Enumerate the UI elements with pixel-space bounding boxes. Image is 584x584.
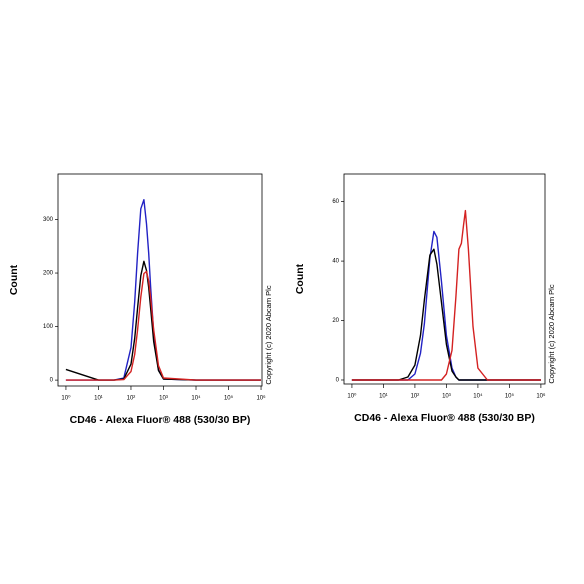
plot-frame — [343, 173, 546, 385]
plot-frame — [57, 173, 263, 387]
x-tick-label: 10⁶ — [256, 395, 266, 402]
y-tick-label: 200 — [43, 271, 54, 277]
chart: 0 100 200 300 10⁰ 10¹ 10² 10³ 10⁴ 10⁵ 10⁶ CD46 - Al… — [8, 173, 273, 426]
histogram-line — [65, 260, 261, 381]
x-tick-label: 10⁴ — [473, 393, 483, 400]
histogram-line — [351, 230, 541, 381]
x-tick-label: 10² — [411, 394, 420, 400]
histogram-line — [65, 270, 261, 381]
y-tick-label: 60 — [332, 199, 339, 205]
x-tick-label: 10² — [127, 396, 136, 402]
histogram-line — [65, 199, 261, 381]
x-tick-label: 10⁴ — [191, 395, 201, 402]
x-tick-label: 10¹ — [379, 394, 388, 400]
x-tick-label: 10⁶ — [536, 393, 546, 400]
x-tick-label: 10³ — [159, 396, 168, 402]
x-tick-label: 10⁵ — [224, 395, 234, 402]
y-axis-label: Count — [8, 264, 20, 295]
y-tick-label: 40 — [332, 259, 339, 265]
histogram-line — [351, 209, 541, 381]
x-tick-label: 10⁰ — [347, 393, 357, 400]
y-tick-label: 300 — [43, 217, 54, 223]
x-axis-label: CD46 - Alexa Fluor® 488 (530/30 BP) — [70, 414, 251, 426]
x-tick-label: 10³ — [442, 394, 451, 400]
y-axis-label: Count — [294, 263, 306, 294]
histogram-line — [351, 248, 541, 381]
chart: 0 20 40 60 10⁰ 10¹ 10² 10³ 10⁴ 10⁵ 10⁶ CD46 - Alexa… — [294, 173, 556, 424]
x-tick-label: 10⁰ — [61, 395, 71, 402]
copyright-note: Copyright (c) 2020 Abcam Plc — [547, 284, 556, 383]
x-axis-label: CD46 - Alexa Fluor® 488 (530/30 BP) — [354, 412, 535, 424]
y-tick-label: 20 — [332, 318, 339, 324]
x-tick-label: 10⁵ — [505, 393, 515, 400]
copyright-note: Copyright (c) 2020 Abcam Plc — [264, 285, 273, 384]
x-tick-label: 10¹ — [94, 396, 103, 402]
y-tick-label: 100 — [43, 324, 54, 330]
y-tick-label: 0 — [336, 378, 340, 384]
y-tick-label: 0 — [50, 378, 54, 384]
